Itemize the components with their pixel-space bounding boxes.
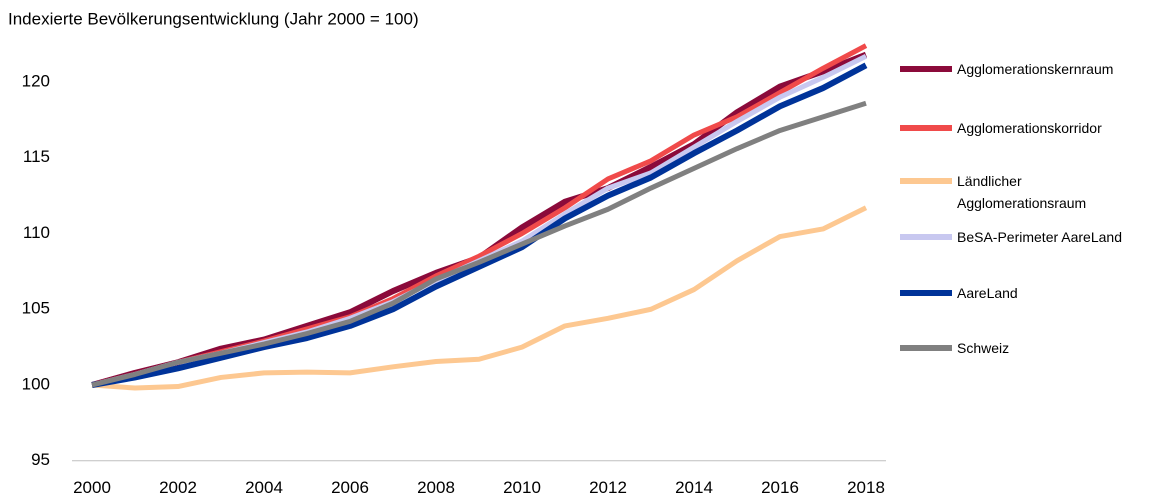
x-tick-label: 2016	[761, 478, 799, 497]
legend-label: Schweiz	[957, 340, 1010, 356]
series-line	[91, 51, 868, 388]
x-tick-label: 2004	[245, 478, 283, 497]
x-tick-label: 2014	[675, 478, 713, 497]
x-tick-label: 2006	[331, 478, 369, 497]
x-tick-label: 2000	[73, 478, 111, 497]
y-tick-label: 115	[23, 147, 50, 166]
series-line	[91, 43, 868, 388]
x-tick-label: 2012	[589, 478, 627, 497]
y-tick-label: 120	[22, 71, 50, 90]
y-tick-label: 95	[31, 450, 50, 469]
legend-label: AareLand	[957, 285, 1018, 301]
x-tick-label: 2002	[159, 478, 197, 497]
x-tick-label: 2018	[847, 478, 885, 497]
legend-label: Agglomerationskernraum	[957, 61, 1114, 77]
x-tick-label: 2008	[417, 478, 455, 497]
y-tick-label: 105	[22, 299, 50, 318]
y-tick-label: 110	[23, 223, 50, 242]
series-line	[91, 62, 868, 388]
series-line	[91, 100, 867, 388]
series-line	[91, 205, 868, 391]
legend-label: Agglomerationskorridor	[957, 120, 1102, 136]
legend-label: Ländlicher Agglomerationsraum	[957, 173, 1087, 211]
chart-title: Indexierte Bevölkerungsentwicklung (Jahr…	[8, 9, 419, 28]
legend-label: BeSA-Perimeter AareLand	[957, 229, 1122, 245]
y-tick-label: 100	[22, 374, 50, 393]
x-tick-label: 2010	[503, 478, 541, 497]
